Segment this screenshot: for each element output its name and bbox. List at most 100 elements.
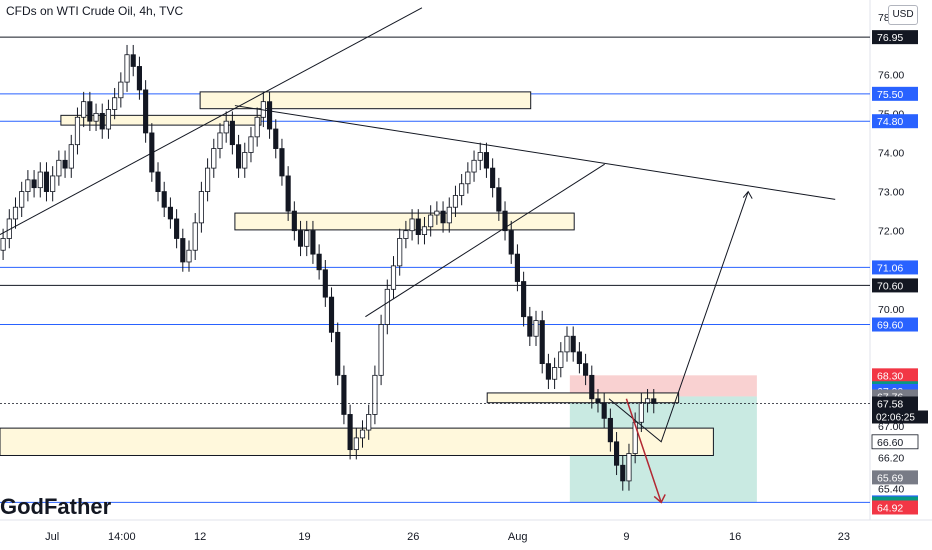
candle-body	[502, 210, 508, 232]
countdown-badge	[872, 410, 928, 424]
candle-body	[614, 441, 620, 466]
price-badge-label: 75.50	[877, 89, 903, 101]
candle-body	[328, 296, 335, 333]
candle-body	[434, 210, 440, 216]
zone-box	[486, 392, 680, 404]
zone-box	[234, 212, 575, 231]
candle-body	[446, 206, 452, 224]
candle-body	[180, 238, 186, 263]
countdown-label: 02:06:25	[876, 412, 915, 423]
candle-body	[285, 175, 291, 212]
candle-body	[205, 167, 211, 192]
projection-path	[608, 191, 749, 443]
price-badge-label: 68.30	[877, 370, 903, 382]
candle-body	[558, 351, 564, 368]
candle-body	[583, 363, 589, 376]
candle-body	[0, 238, 6, 251]
candle-body	[198, 191, 204, 224]
candle-body	[644, 398, 651, 404]
candle-body	[161, 191, 167, 208]
y-tick-label: 73.00	[878, 187, 904, 199]
price-badge-label: 67.58	[877, 398, 903, 410]
candle-body	[372, 374, 378, 415]
x-tick-label: 12	[194, 531, 206, 543]
stop-zone	[569, 375, 757, 397]
candle-body	[62, 159, 68, 169]
candle-body	[347, 414, 353, 451]
x-tick-label: 9	[623, 531, 629, 543]
candle-body	[471, 159, 477, 173]
candle-body	[118, 81, 124, 99]
candle-body	[112, 97, 118, 110]
candle-body	[291, 210, 297, 232]
candle-body	[576, 351, 582, 365]
candle-body	[105, 109, 112, 130]
x-tick-label: 16	[729, 531, 741, 543]
candle-body	[335, 331, 341, 376]
candle-body	[638, 402, 644, 423]
x-tick-label: 26	[407, 531, 419, 543]
candle-body	[341, 374, 347, 415]
candle-body	[601, 402, 607, 419]
price-badge	[872, 396, 918, 411]
currency-button[interactable]: USD	[888, 5, 918, 25]
y-tick-label-partial: 78	[878, 12, 890, 24]
candle-body	[595, 398, 601, 404]
candle-body	[99, 112, 105, 130]
candle-body	[31, 179, 37, 189]
candle-body	[223, 120, 229, 134]
candle-body	[527, 316, 533, 337]
candle-body	[25, 179, 31, 192]
candle-body	[217, 132, 223, 149]
x-tick-label: 14:00	[108, 531, 136, 543]
zone-box	[60, 114, 262, 126]
candle-body	[186, 249, 192, 263]
candle-body	[651, 398, 657, 404]
price-badge	[872, 30, 918, 45]
candle-body	[74, 116, 81, 146]
trendline-down	[234, 105, 836, 200]
candle-body	[440, 210, 446, 224]
price-badge	[872, 317, 918, 332]
author-watermark: GodFather	[0, 494, 112, 519]
x-tick-label: Aug	[508, 531, 528, 543]
y-tick-label: 76.00	[878, 69, 904, 81]
candle-body	[310, 230, 316, 255]
candle-body	[465, 171, 471, 185]
candle-body	[12, 206, 19, 220]
price-badge	[872, 368, 918, 383]
candle-body	[19, 191, 25, 208]
y-tick-label: 74.00	[878, 147, 904, 159]
chart-title: CFDs on WTI Crude Oil, 4h, TVC	[6, 4, 184, 18]
candle-body	[607, 417, 613, 443]
candle-body	[236, 144, 242, 169]
candle-body	[304, 230, 310, 247]
price-badge	[872, 260, 918, 275]
candle-body	[316, 253, 322, 271]
candle-body	[56, 159, 62, 177]
candle-body	[514, 253, 520, 282]
candle-body	[552, 367, 558, 380]
price-badge-label: 64.92	[877, 502, 903, 514]
candle-body	[81, 101, 87, 118]
candle-body	[124, 54, 130, 83]
x-tick-label: 19	[298, 531, 310, 543]
price-badge	[872, 470, 918, 485]
candle-body	[477, 152, 483, 161]
candle-body	[409, 218, 415, 232]
candle-body	[93, 112, 99, 122]
candle-body	[490, 167, 496, 189]
candle-body	[521, 281, 527, 318]
candle-body	[192, 222, 198, 251]
candle-body	[322, 269, 328, 298]
x-tick-label: 23	[838, 531, 850, 543]
candle-body	[229, 120, 235, 146]
candle-body	[508, 230, 514, 255]
candle-body	[384, 288, 390, 325]
x-tick-label: Jul	[45, 531, 59, 543]
candle-body	[632, 421, 638, 454]
candle-body	[452, 195, 459, 208]
candle-body	[390, 265, 397, 290]
